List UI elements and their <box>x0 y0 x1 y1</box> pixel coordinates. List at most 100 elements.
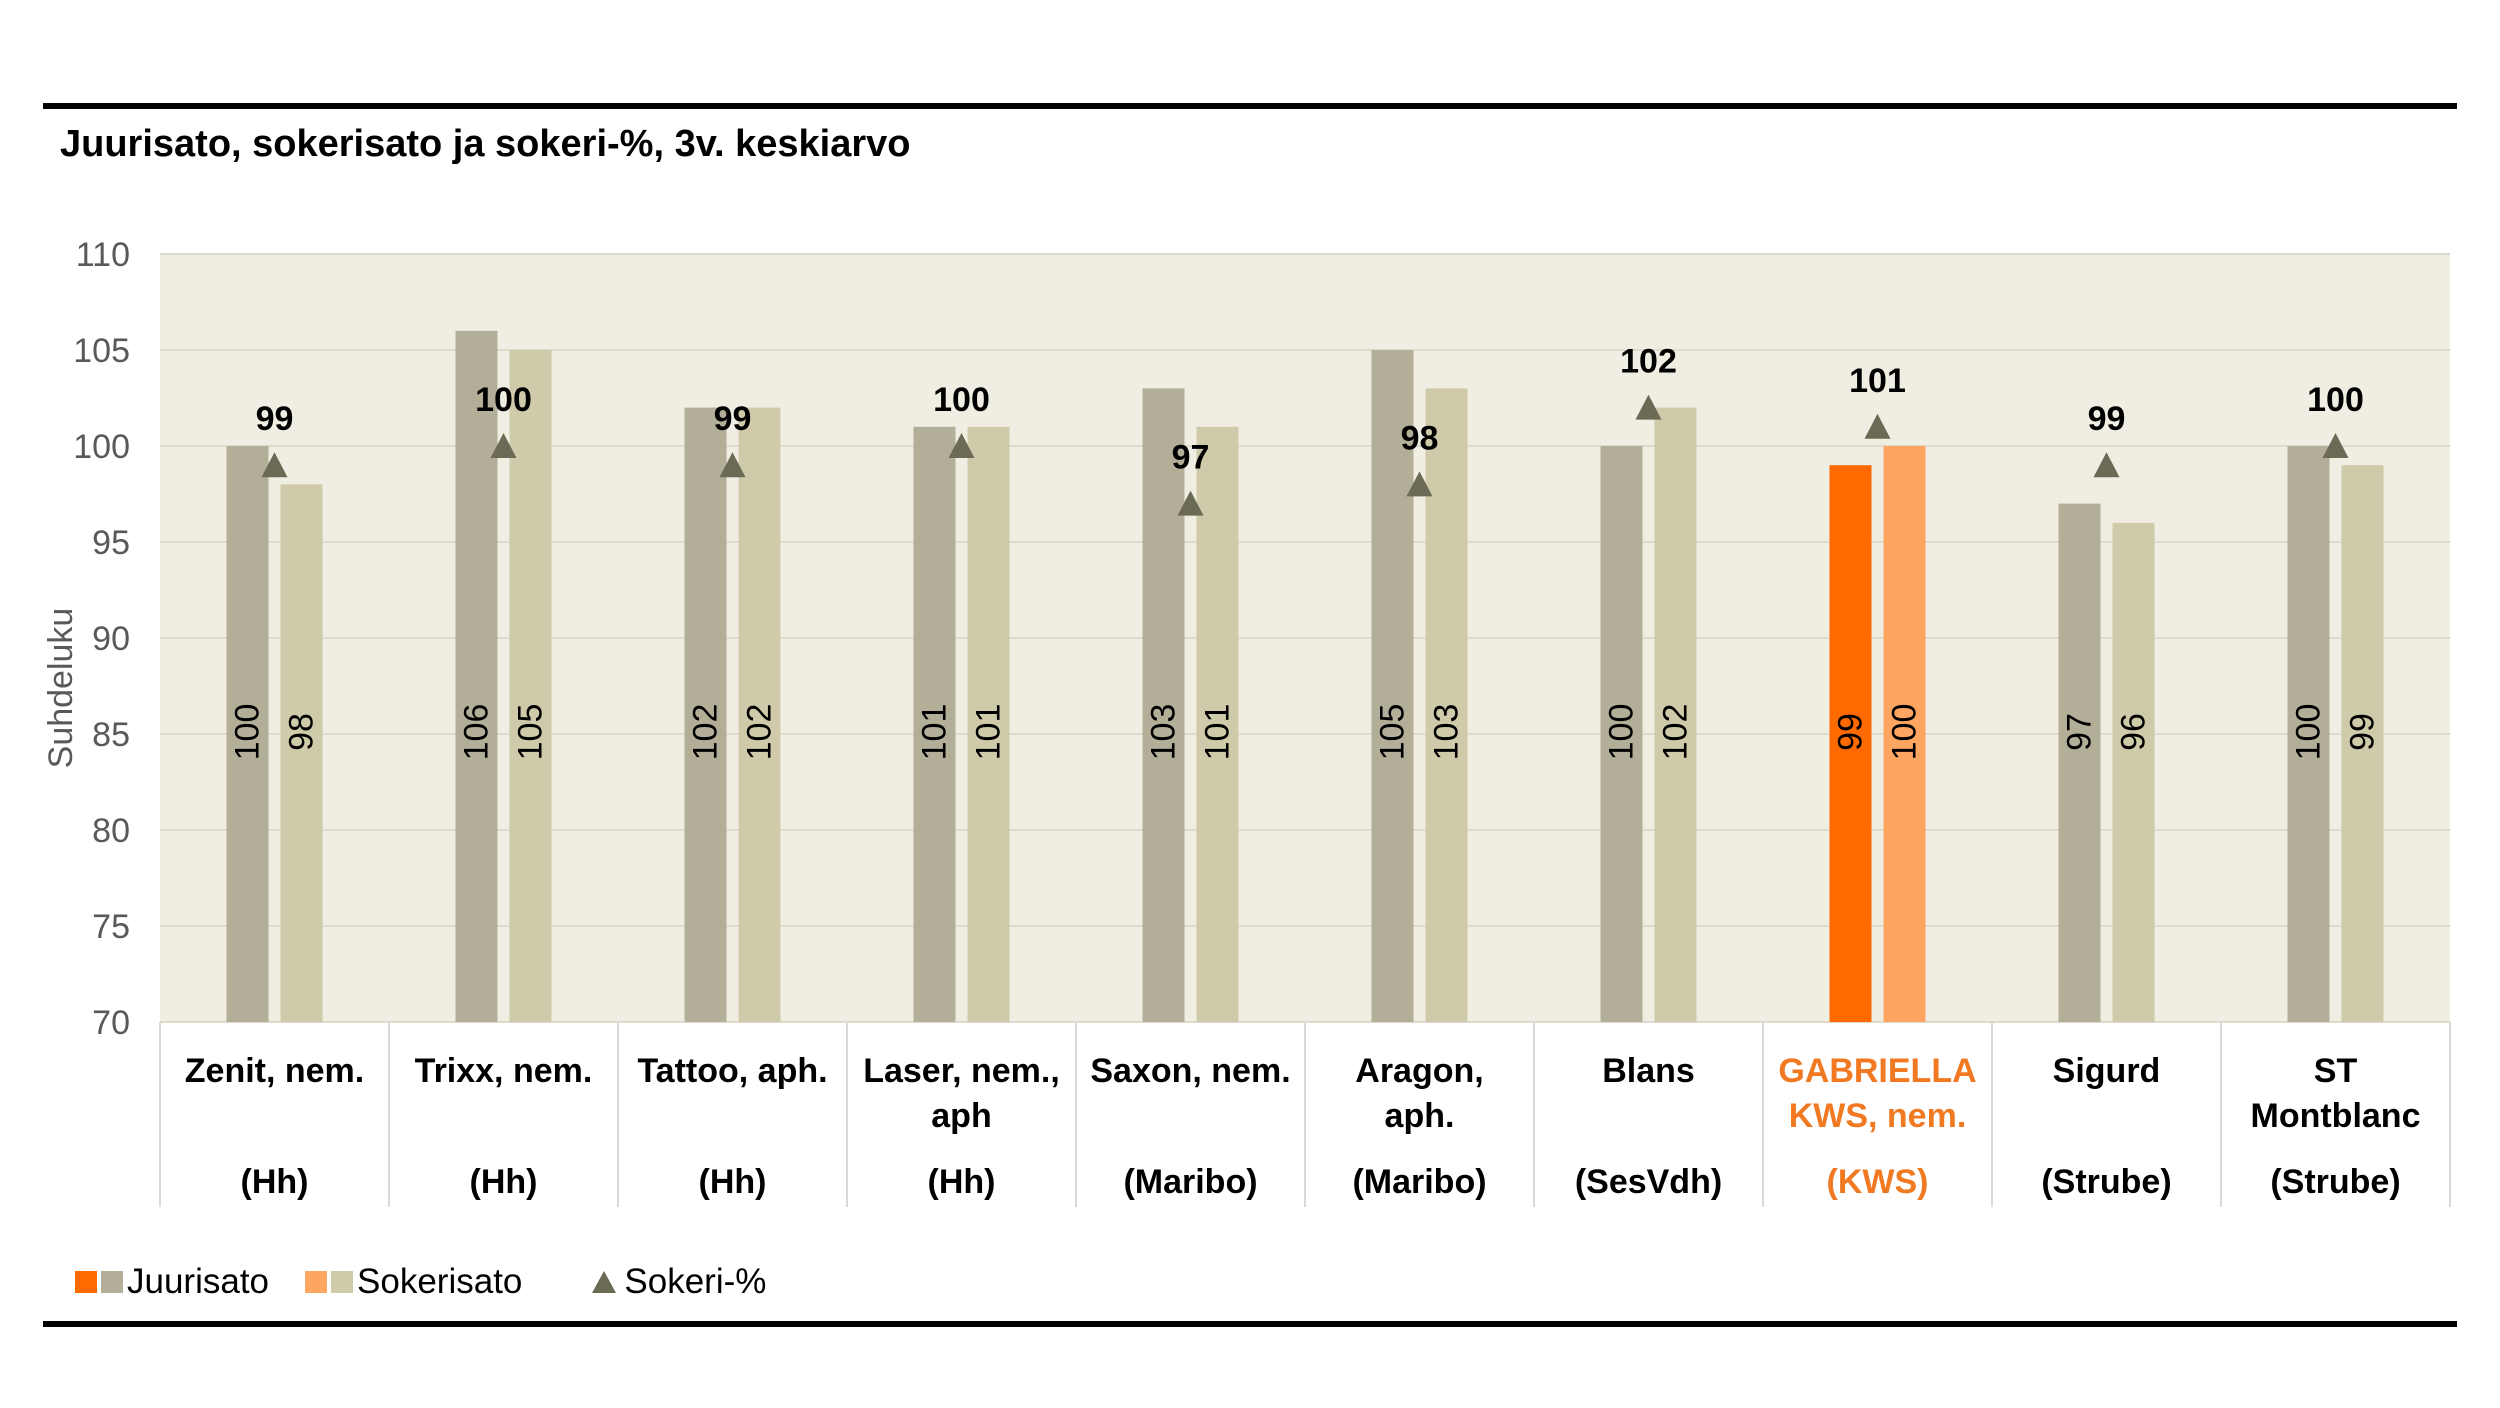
sokerisato-bar-value-label: 103 <box>1428 704 1466 761</box>
category-name: ST <box>2314 1052 2358 1090</box>
juurisato-bar-value-label: 105 <box>1374 704 1412 761</box>
sokeri-value-label: 100 <box>475 381 532 419</box>
legend-sokerisato-swatch <box>331 1271 354 1293</box>
category-breeder: (Maribo) <box>1123 1163 1257 1201</box>
category-breeder: (Strube) <box>2041 1163 2171 1201</box>
juurisato-bar <box>1371 350 1414 1022</box>
category-breeder: (Strube) <box>2270 1163 2400 1201</box>
sokeri-value-label: 100 <box>2307 381 2364 419</box>
sokeri-value-label: 99 <box>256 400 294 438</box>
legend: Juurisato Sokerisato Sokeri-% <box>75 1262 766 1302</box>
sokeri-marker <box>1406 471 1433 497</box>
sokeri-value-label: 97 <box>1172 439 1210 477</box>
sokerisato-bar-value-label: 101 <box>1199 704 1237 761</box>
sokerisato-bar-value-label: 101 <box>970 704 1008 761</box>
legend-sokeri-label: Sokeri-% <box>624 1262 767 1301</box>
juurisato-bar-value-label: 102 <box>687 704 725 761</box>
sokeri-marker <box>261 452 288 478</box>
sokerisato-bar <box>738 407 781 1023</box>
sokeri-value-label: 99 <box>714 400 752 438</box>
juurisato-bar <box>455 330 498 1022</box>
juurisato-bar <box>1600 446 1643 1022</box>
sokeri-marker <box>1635 394 1662 420</box>
sokeri-marker <box>1177 490 1204 516</box>
category-name: Sigurd <box>2053 1052 2161 1090</box>
sokerisato-bar-value-label: 100 <box>1886 704 1924 761</box>
sokeri-marker <box>1864 413 1891 439</box>
sokerisato-bar-value-label: 99 <box>2344 713 2382 751</box>
legend-juurisato-swatch-highlight <box>75 1271 97 1293</box>
juurisato-bar <box>913 426 956 1022</box>
juurisato-bar <box>1829 465 1872 1022</box>
sokerisato-bar <box>2341 465 2384 1022</box>
sokerisato-bar-value-label: 96 <box>2115 713 2153 751</box>
y-tick-label: 105 <box>73 332 130 370</box>
category-breeder: (Hh) <box>241 1163 309 1201</box>
legend-juurisato-label: Juurisato <box>127 1262 270 1301</box>
legend-sokerisato-swatch-highlight <box>305 1271 328 1293</box>
category-labels: Zenit, nem. (Hh) Trixx, nem. (Hh) Tattoo, ap… <box>159 1022 2451 1207</box>
sokeri-value-label: 98 <box>1401 419 1439 457</box>
category-breeder: (Hh) <box>699 1163 767 1201</box>
sokerisato-bar <box>2112 522 2155 1022</box>
category-breeder: (Hh) <box>470 1163 538 1201</box>
sokeri-value-label: 99 <box>2088 400 2126 438</box>
category-name: aph <box>931 1097 991 1135</box>
y-tick-label: 95 <box>92 524 130 562</box>
bars: 100 98 106 105 102 102 101 101 103 101 105 103 100 10… <box>226 330 2384 1023</box>
category-breeder: (Hh) <box>928 1163 996 1201</box>
sokerisato-bar-value-label: 105 <box>512 704 550 761</box>
category-name: Trixx, nem. <box>415 1052 593 1090</box>
sokerisato-bar <box>280 484 323 1022</box>
legend-juurisato-swatch <box>101 1271 123 1293</box>
juurisato-bar <box>2287 446 2330 1022</box>
category-name: Saxon, nem. <box>1090 1052 1290 1090</box>
juurisato-bar-value-label: 97 <box>2061 713 2099 751</box>
chart-title: Juurisato, sokerisato ja sokeri-%, 3v. k… <box>60 123 911 165</box>
sokerisato-bar-value-label: 102 <box>741 704 779 761</box>
legend-triangle-icon <box>592 1271 617 1293</box>
juurisato-bar <box>684 407 727 1023</box>
category-breeder: (Maribo) <box>1352 1163 1486 1201</box>
y-tick-label: 80 <box>92 812 130 850</box>
sokeri-marker <box>490 433 517 458</box>
sokerisato-bar-value-label: 102 <box>1657 704 1695 761</box>
y-tick-label: 110 <box>76 236 130 274</box>
juurisato-bar-value-label: 100 <box>1603 704 1641 761</box>
juurisato-bar <box>1142 388 1185 1022</box>
y-tick-label: 70 <box>92 1004 130 1042</box>
sokeri-value-label: 100 <box>933 381 990 419</box>
y-tick-label: 100 <box>73 428 130 466</box>
sokeri-marker <box>2093 452 2120 478</box>
sokerisato-bar <box>1654 407 1697 1023</box>
category-name: Tattoo, aph. <box>637 1052 827 1090</box>
category-breeder: (SesVdh) <box>1575 1163 1722 1201</box>
sokeri-marker <box>719 452 746 478</box>
juurisato-bar-value-label: 103 <box>1145 704 1183 761</box>
y-tick-label: 90 <box>92 620 130 658</box>
y-axis-label: Suhdeluku <box>42 608 80 769</box>
sokerisato-bar <box>1425 388 1468 1022</box>
sokerisato-bar <box>509 350 552 1022</box>
sokeri-value-label: 101 <box>1849 362 1906 400</box>
y-tick-label: 75 <box>92 908 130 946</box>
sokerisato-bar <box>967 426 1010 1022</box>
sokeri-marker <box>2322 433 2349 458</box>
category-name: Montblanc <box>2251 1097 2421 1135</box>
category-name: Zenit, nem. <box>185 1052 364 1090</box>
sokeri-marker <box>948 433 975 458</box>
category-name: Blans <box>1602 1052 1695 1090</box>
y-axis-ticks: 70 75 80 85 90 95 100 105 110 <box>73 236 130 1042</box>
category-name: GABRIELLA <box>1778 1052 1976 1090</box>
juurisato-bar-value-label: 100 <box>229 704 267 761</box>
category-name: Laser, nem., <box>863 1052 1060 1090</box>
juurisato-bar-value-label: 101 <box>916 704 954 761</box>
sokerisato-bar <box>1883 446 1926 1022</box>
juurisato-bar <box>226 446 269 1022</box>
juurisato-bar <box>2058 503 2101 1023</box>
juurisato-bar-value-label: 100 <box>2290 704 2328 761</box>
sokerisato-bar-value-label: 98 <box>283 713 321 751</box>
category-breeder: (KWS) <box>1827 1163 1929 1201</box>
category-name: Aragon, <box>1355 1052 1483 1090</box>
